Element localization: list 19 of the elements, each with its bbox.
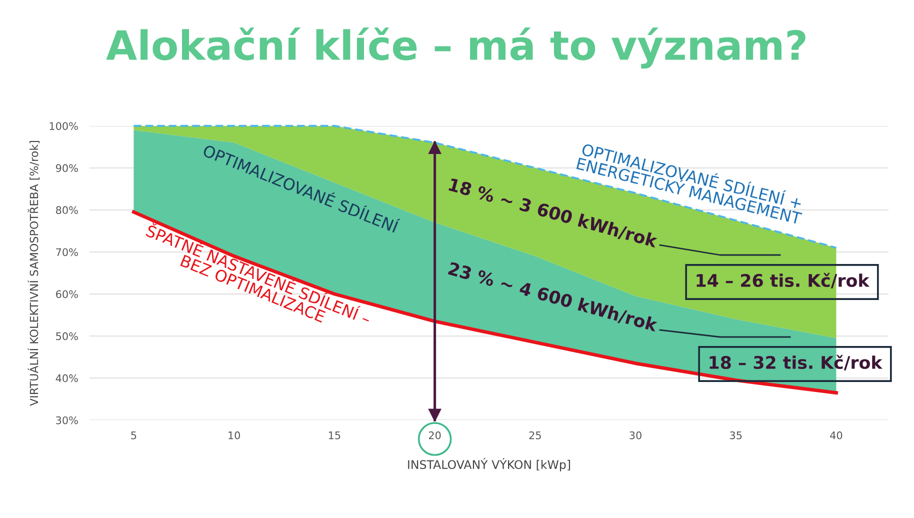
y-tick-label: 50% [56, 332, 78, 340]
x-axis-title: INSTALOVANÝ VÝKON [kWp] [408, 458, 570, 472]
y-tick-label: 70% [56, 248, 78, 256]
y-tick-label: 40% [56, 374, 78, 382]
x-tick-label: 15 [328, 432, 340, 440]
x-tick-label: 10 [228, 431, 240, 440]
y-tick-label: 30% [56, 416, 78, 424]
y-tick-label: 100% [50, 122, 78, 130]
y-tick-label: 80% [56, 206, 78, 214]
x-tick-label: 25 [529, 431, 541, 440]
y-axis-title: VIRTUÁLNÍ KOLEKTIVNÍ SAMOSPOTŘEBA [%/rok] [28, 140, 40, 406]
y-tick-label: 60% [56, 290, 78, 298]
x-tick-label: 40 [830, 431, 842, 440]
x-tick-label: 30 [630, 431, 642, 440]
x-tick-label: 35 [730, 431, 742, 440]
x-tick-label: 20 [428, 431, 441, 440]
chart-title: Alokační klíče – má to význam? [106, 28, 806, 68]
y-tick-label: 90% [56, 164, 78, 172]
x-tick-label: 5 [131, 432, 136, 440]
